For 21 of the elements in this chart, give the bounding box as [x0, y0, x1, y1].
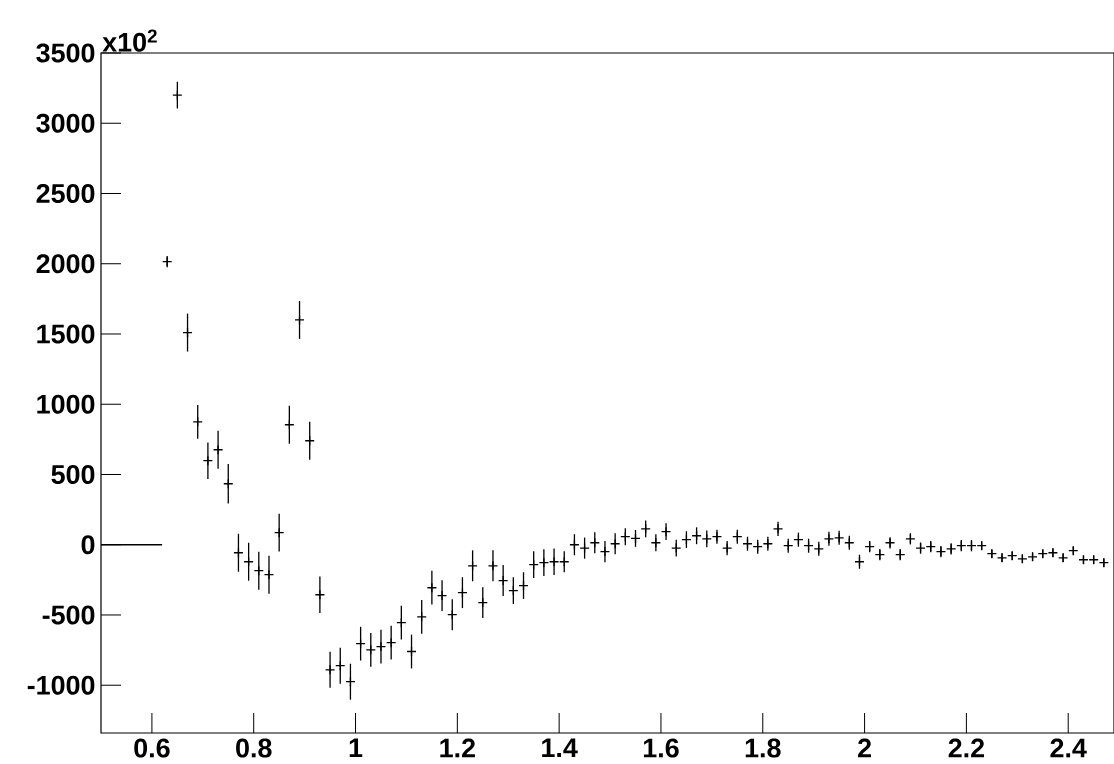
y-tick-label: -1000 — [27, 675, 95, 695]
y-tick-label: 2000 — [36, 254, 95, 274]
x-tick-label: 1 — [349, 738, 363, 758]
x-tick-label: 2.4 — [1050, 738, 1087, 758]
x-tick-label: 1.4 — [542, 738, 578, 758]
x-tick-label: 1.8 — [745, 738, 781, 758]
y-tick-label: 1500 — [37, 324, 95, 344]
x-tick-label: 0.8 — [236, 738, 272, 758]
x-tick-label: 2 — [858, 738, 871, 758]
y-tick-label: 3500 — [36, 43, 95, 63]
x-tick-label: 1.6 — [643, 738, 679, 758]
y-tick-label: 2500 — [36, 183, 95, 204]
x-tick-label: 2.2 — [948, 738, 985, 758]
x-tick-label: 0.6 — [134, 738, 170, 758]
y-tick-label: -500 — [42, 605, 95, 625]
y-tick-label: 0 — [81, 535, 95, 555]
y-tick-label: 1000 — [37, 394, 95, 414]
y-tick-label: 3000 — [36, 113, 95, 133]
y-tick-label: 500 — [51, 464, 95, 485]
x-tick-label: 1.2 — [440, 738, 475, 758]
text: x10$^{2}$ — [102, 29, 157, 52]
